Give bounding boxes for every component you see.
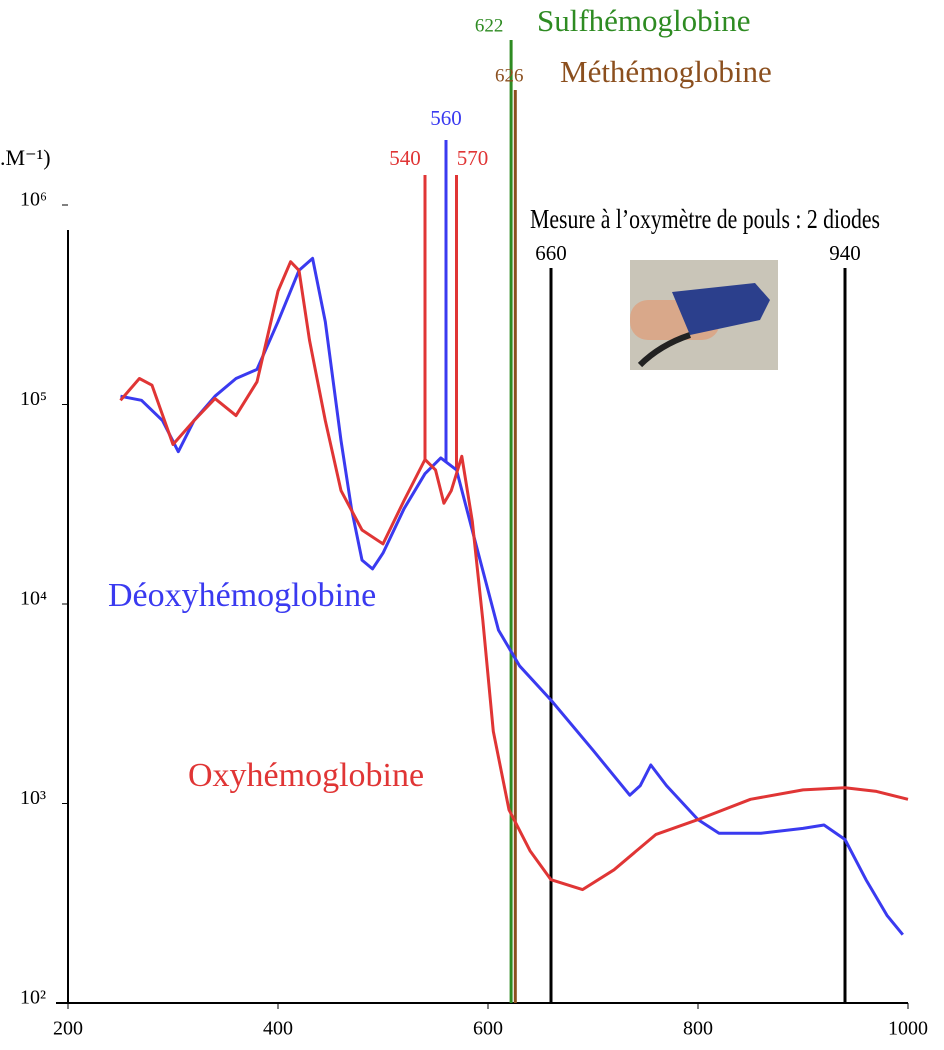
series-label: Oxyhémoglobine [188,757,424,794]
x-tick-label: 1000 [888,1018,928,1040]
annotation-name: Sulfhémoglobine [537,3,751,38]
annotation-label: 540 [389,146,421,170]
x-tick-label: 400 [263,1018,293,1040]
y-tick-label: 10³ [20,787,46,809]
x-tick-label: 800 [683,1018,713,1040]
series-label: Déoxyhémoglobine [108,577,376,614]
chart: .M⁻¹) Mesure à l’oxymètre de pouls : 2 d… [0,0,944,1050]
x-tick-label: 200 [53,1018,83,1040]
annotation-label: 560 [430,106,462,130]
y-axis-label: .M⁻¹) [0,145,51,170]
y-tick-label: 10⁶ [20,189,47,211]
oximeter-caption: Mesure à l’oxymètre de pouls : 2 diodes [530,204,880,234]
annotation-label: 626 [495,65,524,86]
annotation-label: 940 [829,241,861,265]
x-tick-label: 600 [473,1018,503,1040]
annotation-name: Méthémoglobine [560,54,772,89]
annotation-label: 570 [457,146,489,170]
y-tick-label: 10⁵ [20,388,47,410]
annotation-label: 622 [475,15,504,36]
y-tick-label: 10² [20,987,46,1009]
y-tick-label: 10⁴ [20,588,47,610]
annotation-label: 660 [535,241,567,265]
oximeter-photo [630,260,778,370]
